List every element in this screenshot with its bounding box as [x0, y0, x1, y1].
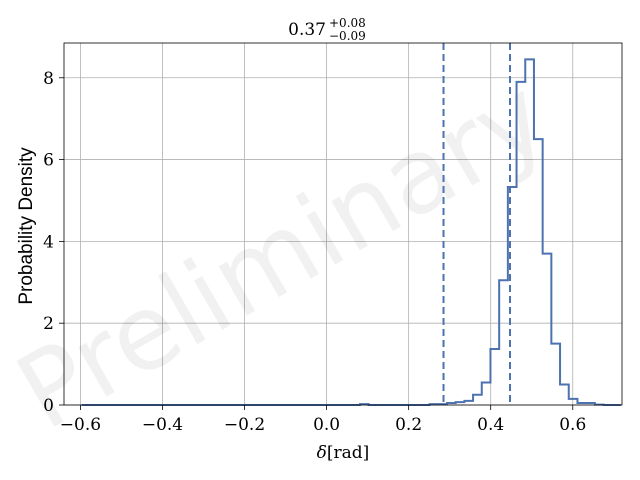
x-axis-label: δ[rad] [317, 443, 370, 463]
axes-border [63, 42, 623, 406]
y-axis-label: Probability Density [16, 147, 37, 305]
x-tick-label: −0.4 [142, 415, 183, 435]
axes-frame [63, 42, 623, 406]
y-tick-label: 0 [43, 396, 54, 416]
title-upper-error: +0.08 [329, 16, 366, 30]
y-tick-label: 4 [43, 232, 54, 252]
x-tick-label: 0.0 [313, 415, 340, 435]
y-axis-ticks: 0 2 4 6 8 [43, 69, 64, 416]
y-tick-label: 2 [43, 314, 54, 334]
title-lower-error: −0.09 [329, 29, 366, 43]
x-tick-label: 0.4 [477, 415, 504, 435]
x-axis-symbol: δ [317, 443, 327, 463]
x-tick-label: −0.6 [60, 415, 101, 435]
y-tick-label: 8 [43, 69, 54, 89]
chart-title: 0.37 [288, 20, 326, 40]
x-axis-unit: [rad] [327, 443, 369, 463]
y-tick-label: 6 [43, 151, 54, 171]
x-tick-label: −0.2 [224, 415, 265, 435]
x-tick-label: 0.6 [559, 415, 586, 435]
x-axis-ticks: −0.6 −0.4 −0.2 0.0 0.2 0.4 0.6 [60, 405, 586, 435]
x-tick-label: 0.2 [395, 415, 422, 435]
